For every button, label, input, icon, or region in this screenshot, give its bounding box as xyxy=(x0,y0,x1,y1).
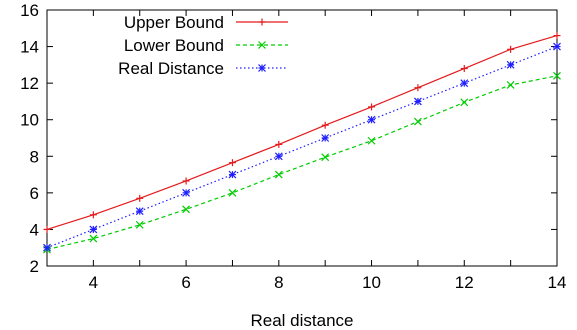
legend-label: Upper Bound xyxy=(124,13,224,32)
x-tick-label: 8 xyxy=(274,273,283,292)
legend-label: Real Distance xyxy=(118,59,224,78)
y-tick-label: 6 xyxy=(30,184,39,203)
data-point xyxy=(368,103,376,111)
data-point xyxy=(553,42,561,51)
data-point xyxy=(228,159,236,167)
data-point xyxy=(274,170,283,179)
marker-stroke xyxy=(182,205,191,214)
y-tick-label: 10 xyxy=(20,111,39,130)
plot-frame xyxy=(46,9,558,267)
data-point xyxy=(89,234,98,243)
x-axis: 4 6 8 10 12 14 xyxy=(46,10,567,292)
marker-stroke xyxy=(274,152,283,161)
data-point xyxy=(506,81,515,89)
y-tick-label: 12 xyxy=(20,74,39,93)
data-point xyxy=(182,177,190,185)
marker-stroke xyxy=(182,188,191,197)
marker-stroke xyxy=(460,79,469,88)
data-point xyxy=(321,153,330,162)
data-point xyxy=(275,140,283,148)
data-point xyxy=(506,60,515,69)
marker-stroke xyxy=(89,225,98,234)
marker-stroke xyxy=(274,170,283,179)
marker-stroke xyxy=(367,136,376,145)
marker-stroke xyxy=(321,153,330,162)
marker-stroke xyxy=(228,188,237,197)
series-line xyxy=(46,35,558,231)
marker-stroke xyxy=(89,234,98,243)
y-tick-label: 8 xyxy=(30,147,39,166)
y-axis: 2 4 6 8 10 12 14 16 xyxy=(20,1,557,276)
marker-stroke xyxy=(228,170,237,179)
data-point xyxy=(507,45,515,53)
series-line xyxy=(46,75,558,251)
legend-label: Lower Bound xyxy=(124,36,224,55)
data-point xyxy=(414,84,422,92)
x-tick-label: 12 xyxy=(455,273,474,292)
data-point xyxy=(274,152,283,161)
marker-stroke xyxy=(258,41,266,49)
data-point xyxy=(460,65,468,73)
marker-stroke xyxy=(135,207,144,216)
data-point xyxy=(43,243,51,252)
data-point xyxy=(135,207,144,216)
x-tick-label: 14 xyxy=(548,273,567,292)
series-lower-bound xyxy=(43,71,561,254)
legend-item: Upper Bound xyxy=(124,13,288,32)
data-point xyxy=(228,188,237,197)
marker-stroke xyxy=(413,117,422,126)
data-point xyxy=(553,32,561,40)
series-layer xyxy=(43,32,561,254)
marker-stroke xyxy=(321,134,330,142)
data-point xyxy=(367,136,376,145)
x-axis-label: Real distance xyxy=(250,311,353,330)
data-point xyxy=(182,205,191,214)
legend-item: Lower Bound xyxy=(124,36,288,55)
data-point xyxy=(321,134,330,142)
data-point xyxy=(460,79,469,88)
y-tick-label: 14 xyxy=(20,38,39,57)
series-upper-bound xyxy=(43,32,561,233)
marker-stroke xyxy=(413,97,422,106)
data-point xyxy=(460,98,469,107)
marker-stroke xyxy=(258,64,266,72)
data-point xyxy=(43,225,51,233)
marker-stroke xyxy=(135,220,144,229)
data-point xyxy=(321,121,329,129)
data-point xyxy=(182,188,191,197)
data-point xyxy=(89,211,97,219)
series-real-distance xyxy=(43,42,561,252)
data-point xyxy=(89,225,98,234)
x-tick-label: 6 xyxy=(181,273,190,292)
marker-stroke xyxy=(553,71,561,80)
x-tick-label: 10 xyxy=(362,273,381,292)
marker-stroke xyxy=(553,42,561,51)
legend-item: Real Distance xyxy=(118,59,288,78)
data-point xyxy=(135,220,144,229)
data-point xyxy=(413,117,422,126)
data-point xyxy=(413,97,422,106)
y-tick-label: 4 xyxy=(30,220,39,239)
series-line xyxy=(46,46,558,249)
marker-stroke xyxy=(460,98,469,107)
marker-stroke xyxy=(506,81,515,89)
y-tick-label: 2 xyxy=(30,257,39,276)
marker-stroke xyxy=(43,243,51,252)
marker-stroke xyxy=(367,115,376,124)
y-tick-label: 16 xyxy=(20,1,39,20)
data-point xyxy=(553,71,561,80)
data-point xyxy=(136,194,144,202)
marker-stroke xyxy=(506,60,515,69)
data-point xyxy=(367,115,376,124)
x-tick-label: 4 xyxy=(89,273,98,292)
legend: Upper Bound Lower Bound Real Distance xyxy=(118,13,288,78)
data-point xyxy=(228,170,237,179)
